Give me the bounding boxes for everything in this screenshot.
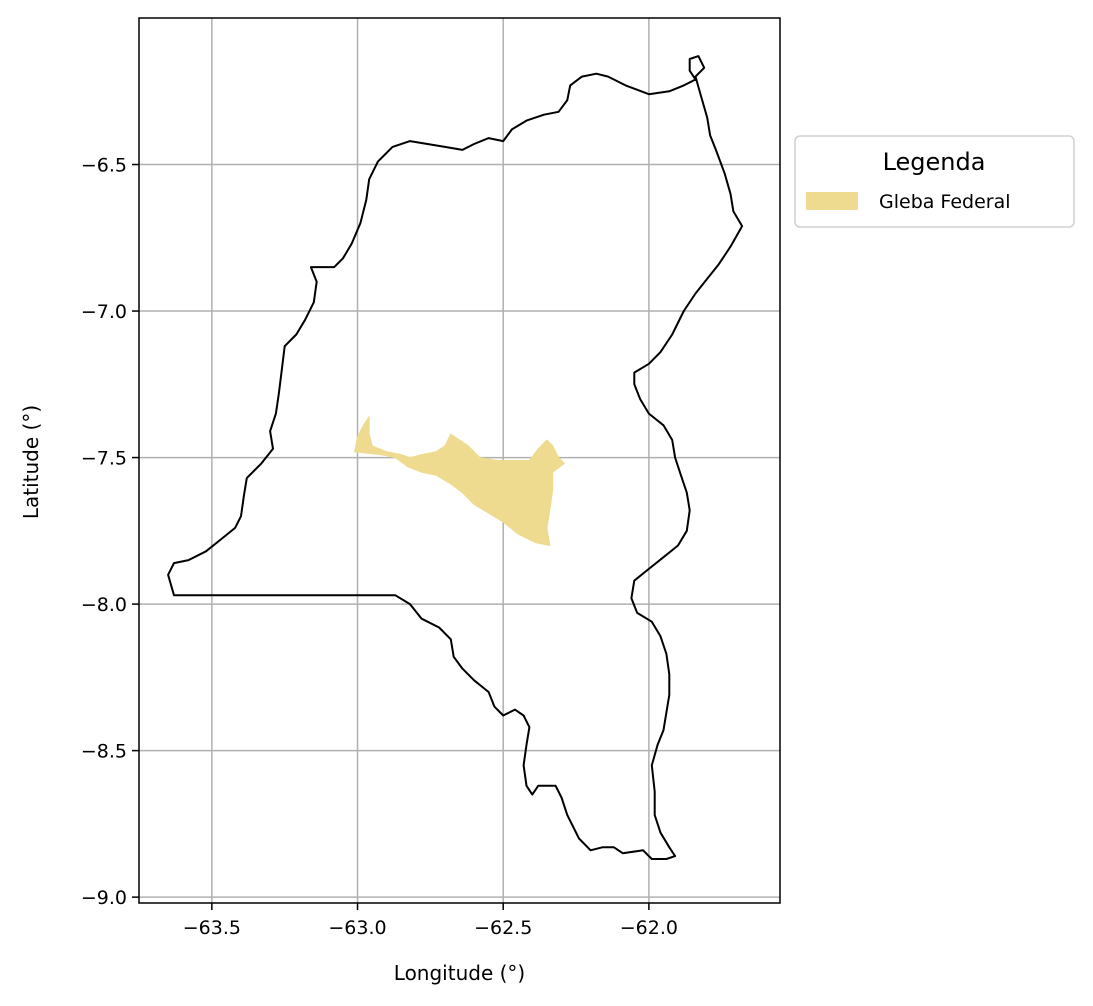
x-tick-label: −63.5 [183, 917, 241, 939]
y-tick-label: −8.5 [81, 741, 127, 763]
y-axis-title: Latitude (°) [19, 405, 43, 519]
y-tick-label: −9.0 [81, 887, 127, 909]
y-tick-label: −6.5 [81, 155, 127, 177]
y-tick-label: −7.0 [81, 301, 127, 323]
y-tick-label: −7.5 [81, 448, 127, 470]
legend: Legenda Gleba Federal [794, 135, 1075, 228]
x-tick-label: −62.0 [620, 917, 678, 939]
legend-frame [794, 135, 1075, 228]
x-tick-label: −62.5 [474, 917, 532, 939]
gleba-federal-polygon [354, 416, 565, 546]
plot-frame [138, 17, 781, 904]
legend-label: Gleba Federal [879, 191, 1011, 213]
y-tick-label: −8.0 [81, 594, 127, 616]
x-tick-label: −63.0 [328, 917, 386, 939]
axis-ticks: −63.5 −63.0 −62.5 −62.0 −6.5 −7.0 −7.5 −8.0 −8.5… [81, 155, 678, 939]
x-axis-title: Longitude (°) [394, 961, 525, 985]
map-layers [167, 55, 744, 860]
legend-swatch [806, 192, 858, 210]
legend-title: Legenda [883, 148, 986, 176]
municipality-boundary [167, 55, 744, 860]
